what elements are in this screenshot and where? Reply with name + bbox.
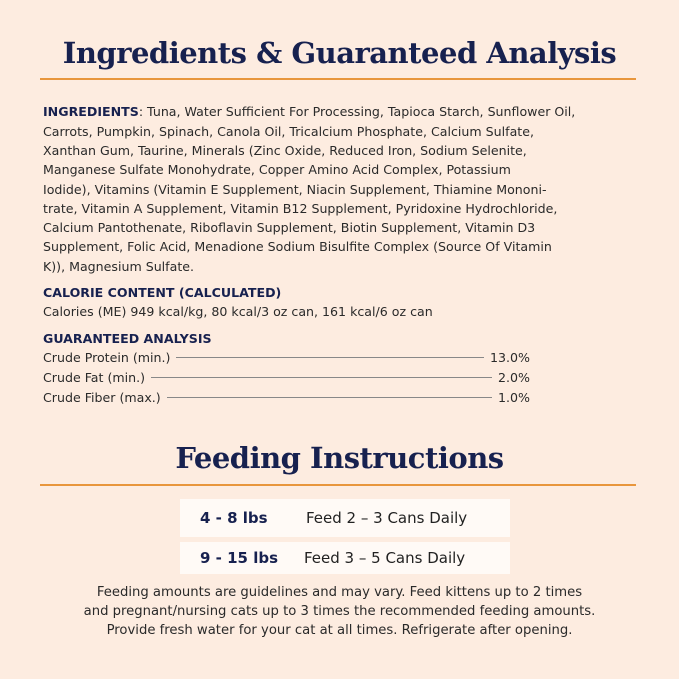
feeding-row: 4 - 8 lbs Feed 2 – 3 Cans Daily [180, 499, 510, 537]
analysis-name: Crude Fiber (max.) [43, 390, 161, 405]
feeding-row: 9 - 15 lbs Feed 3 – 5 Cans Daily [180, 542, 510, 574]
analysis-row: Crude Fat (min.) 2.0% [43, 368, 530, 387]
analysis-name: Crude Protein (min.) [43, 350, 171, 365]
ingredients-line: Calcium Pantothenate, Riboflavin Supplem… [43, 220, 536, 235]
analysis-label: GUARANTEED ANALYSIS [43, 331, 212, 346]
feeding-note: and pregnant/nursing cats up to 3 times … [83, 604, 596, 619]
ingredients-line: K)), Magnesium Sulfate. [43, 259, 195, 274]
feeding-weight: 9 - 15 lbs [200, 549, 279, 567]
feeding-amount: Feed 3 – 5 Cans Daily [304, 549, 466, 567]
analysis-value: 13.0% [489, 350, 530, 365]
leader-line [176, 357, 484, 358]
analysis-value: 1.0% [498, 390, 530, 405]
feeding-divider [40, 484, 636, 486]
title-divider [40, 78, 636, 80]
ingredients-line: Carrots, Pumpkin, Spinach, Canola Oil, T… [43, 124, 534, 139]
feeding-title: Feeding Instructions [175, 441, 504, 475]
ingredients-line: trate, Vitamin A Supplement, Vitamin B12… [43, 201, 558, 216]
ingredients-line: Iodide), Vitamins (Vitamin E Supplement,… [43, 182, 547, 197]
leader-line [151, 377, 492, 378]
leader-line [166, 397, 492, 398]
analysis-row: Crude Fiber (max.) 1.0% [43, 388, 530, 407]
ingredients-line: INGREDIENTS: Tuna, Water Sufficient For … [43, 102, 575, 121]
ingredients-line: Supplement, Folic Acid, Menadione Sodium… [43, 239, 552, 254]
ingredients-line: Xanthan Gum, Taurine, Minerals (Zinc Oxi… [43, 143, 527, 158]
analysis-name: Crude Fat (min.) [43, 370, 146, 385]
analysis-row: Crude Protein (min.) 13.0% [43, 348, 530, 367]
feeding-note: Provide fresh water for your cat at all … [106, 623, 573, 638]
calorie-text: Calories (ME) 949 kcal/kg, 80 kcal/3 oz … [43, 304, 433, 319]
feeding-weight: 4 - 8 lbs [200, 509, 268, 527]
ingredients-line: Manganese Sulfate Monohydrate, Copper Am… [43, 162, 511, 177]
ingredients-text: : Tuna, Water Sufficient For Processing,… [138, 104, 576, 119]
feeding-amount: Feed 2 – 3 Cans Daily [306, 509, 468, 527]
calorie-label: CALORIE CONTENT (CALCULATED) [43, 285, 282, 300]
ingredients-title: Ingredients & Guaranteed Analysis [62, 36, 617, 70]
ingredients-label: INGREDIENTS [43, 104, 139, 119]
feeding-note: Feeding amounts are guidelines and may v… [96, 585, 583, 600]
analysis-value: 2.0% [498, 370, 530, 385]
